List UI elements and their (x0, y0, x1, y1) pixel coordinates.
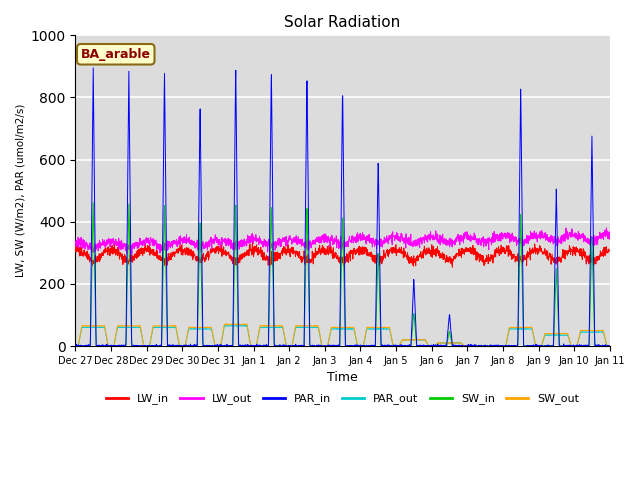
PAR_in (498, 343, 506, 349)
Legend: LW_in, LW_out, PAR_in, PAR_out, SW_in, SW_out: LW_in, LW_out, PAR_in, PAR_out, SW_in, S… (102, 389, 584, 409)
SW_in (606, 343, 614, 349)
LW_out (72, 240, 79, 246)
SW_in (72, 343, 80, 349)
Y-axis label: LW, SW (W/m2), PAR (umol/m2/s): LW, SW (W/m2), PAR (umol/m2/s) (15, 104, 25, 277)
PAR_in (370, 343, 378, 349)
LW_out (606, 229, 614, 235)
PAR_out (498, 343, 506, 349)
LW_out (559, 232, 566, 238)
SW_in (559, 343, 567, 349)
LW_out (603, 225, 611, 231)
LW_in (606, 248, 614, 254)
LW_out (358, 232, 366, 238)
Title: Solar Radiation: Solar Radiation (284, 15, 401, 30)
PAR_in (559, 343, 566, 349)
LW_in (358, 249, 366, 255)
SW_out (223, 321, 230, 327)
LW_out (124, 251, 131, 257)
LW_in (221, 249, 228, 254)
PAR_in (358, 343, 366, 348)
SW_out (606, 343, 614, 349)
Line: PAR_in: PAR_in (76, 68, 610, 346)
LW_in (499, 246, 506, 252)
LW_in (370, 258, 378, 264)
SW_out (72, 343, 79, 349)
Line: PAR_out: PAR_out (76, 325, 610, 346)
LW_in (248, 240, 256, 245)
SW_in (90, 200, 97, 205)
X-axis label: Time: Time (327, 372, 358, 384)
PAR_out (573, 341, 581, 347)
Line: SW_out: SW_out (76, 324, 610, 346)
SW_in (72, 343, 79, 348)
Line: LW_out: LW_out (76, 228, 610, 254)
SW_out (358, 343, 366, 349)
PAR_in (90, 65, 97, 71)
PAR_out (370, 326, 378, 332)
LW_out (498, 229, 506, 235)
LW_in (72, 243, 79, 249)
SW_in (370, 343, 378, 348)
PAR_in (221, 343, 228, 349)
Line: SW_in: SW_in (76, 203, 610, 346)
PAR_out (559, 332, 566, 338)
SW_out (559, 330, 566, 336)
LW_out (370, 238, 378, 244)
LW_in (559, 247, 567, 252)
SW_in (221, 343, 228, 349)
PAR_out (358, 343, 366, 349)
Text: BA_arable: BA_arable (81, 48, 151, 61)
PAR_in (72, 343, 79, 349)
LW_in (449, 264, 456, 270)
SW_in (358, 342, 366, 348)
PAR_in (606, 343, 614, 349)
PAR_out (221, 323, 228, 329)
SW_out (370, 324, 378, 330)
SW_in (574, 343, 582, 349)
SW_in (499, 343, 506, 348)
LW_out (573, 237, 581, 243)
LW_out (221, 240, 228, 245)
SW_out (498, 343, 506, 349)
SW_out (221, 321, 228, 327)
PAR_out (72, 343, 79, 349)
SW_out (573, 341, 581, 347)
PAR_out (237, 323, 245, 328)
PAR_out (606, 343, 614, 349)
LW_in (574, 249, 582, 255)
PAR_in (573, 343, 581, 349)
Line: LW_in: LW_in (76, 242, 610, 267)
